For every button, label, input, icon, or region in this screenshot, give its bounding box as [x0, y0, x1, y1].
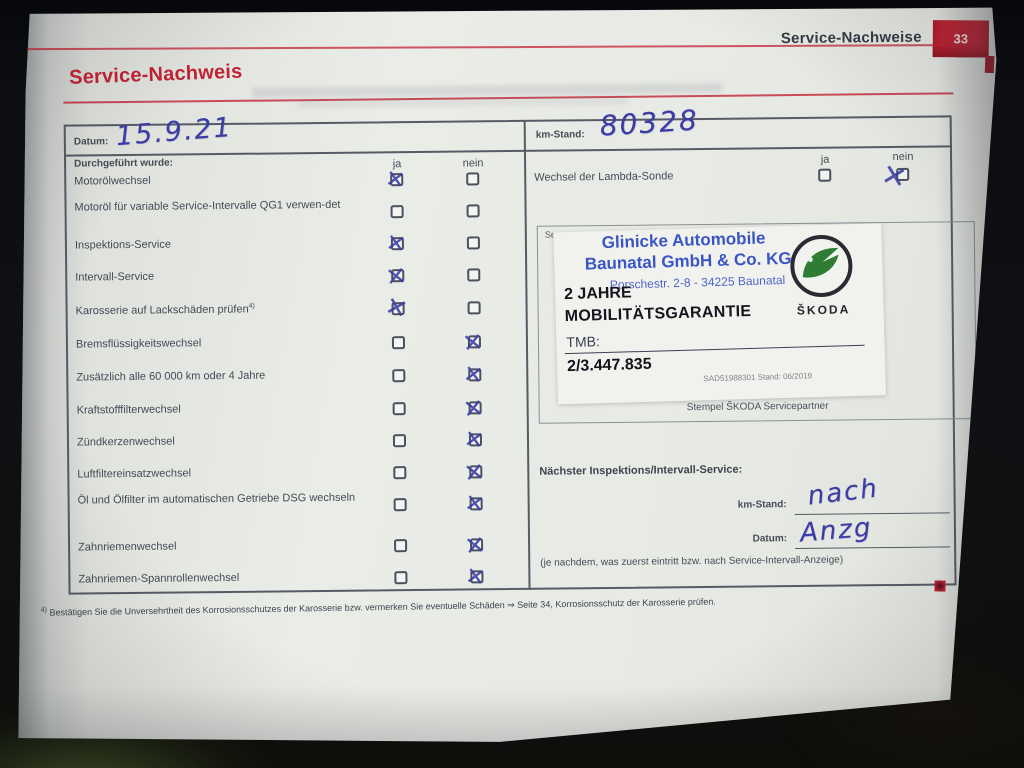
service-item-row: Motoröl für variable Service-Intervalle …	[64, 196, 534, 219]
dealer-address: Porschestr. 2-8 - 34225 Baunatal	[609, 272, 786, 292]
tmb-label: TMB:	[566, 333, 601, 351]
km-stand-label: km-Stand:	[535, 129, 585, 141]
checkbox-ja	[392, 369, 406, 383]
footnote: 4) Bestätigen Sie die Unversehrtheit des…	[41, 592, 951, 619]
service-item-row: Karosserie auf Lackschäden prüfen4)	[66, 299, 536, 317]
service-item-label: Motorölwechsel	[74, 174, 151, 188]
tmb-underline	[564, 344, 865, 355]
checkbox-ja	[392, 402, 406, 416]
service-item-row: Zusätzlich alle 60 000 km oder 4 Jahre	[66, 366, 536, 384]
page-spine-shadow	[18, 7, 90, 742]
checkbox-nein	[467, 268, 481, 282]
checkbox-ja	[393, 498, 407, 512]
checkbox-ja	[391, 336, 406, 350]
service-item-label: Karosserie auf Lackschäden prüfen4)	[76, 301, 368, 320]
checkbox-nein	[469, 465, 483, 479]
handwritten-x-mark	[463, 529, 496, 562]
footnote-marker: 4)	[248, 302, 255, 310]
next-service-datum-label: Datum:	[752, 533, 788, 545]
handwritten-x-mark	[383, 164, 415, 196]
form-code: SAD51988301 Stand: 06/2019	[703, 371, 813, 384]
next-service-km-label: km-Stand:	[737, 499, 787, 511]
handwritten-x-mark	[461, 359, 493, 391]
checkbox-ja	[392, 434, 407, 448]
service-item-label: Motoröl für variable Service-Intervalle …	[74, 198, 341, 214]
next-service-datum-handwritten: Anzg	[798, 512, 874, 549]
checkbox-ja	[391, 302, 405, 316]
footnote-marker: 4)	[40, 606, 48, 614]
next-service-title: Nächster Inspektions/Intervall-Service:	[539, 463, 743, 478]
handwritten-x-mark	[382, 290, 420, 328]
service-item-label: Kraftstofffilterwechsel	[76, 403, 181, 417]
handwritten-x-mark	[463, 488, 495, 520]
handwritten-x-mark	[461, 392, 494, 425]
checkbox-nein	[466, 204, 480, 218]
km-stand-handwritten-value: 80328	[598, 103, 700, 143]
warranty-line2: MOBILITÄTSGARANTIE	[564, 302, 752, 326]
checkbox-ja	[394, 571, 408, 585]
handwritten-x-mark	[462, 424, 494, 456]
service-item-label: Luftfiltereinsatzwechsel	[77, 467, 192, 481]
service-item-row: Zahnriemen-Spannrollenwechsel	[68, 568, 538, 586]
checkbox-nein	[468, 368, 482, 382]
skoda-wordmark: ŠKODA	[796, 302, 851, 318]
checkbox-ja	[390, 205, 404, 219]
checkbox-nein	[468, 401, 482, 415]
handwritten-x-mark	[384, 260, 417, 293]
skoda-logo-icon	[789, 234, 854, 298]
service-item-row: Motorölwechsel	[64, 170, 534, 188]
service-item-label: Bremsflüssigkeitswechsel	[75, 337, 202, 351]
checkbox-nein	[466, 236, 480, 250]
checkbox-ja	[391, 269, 405, 283]
handwritten-x-mark	[461, 326, 494, 359]
service-item-label: Zusätzlich alle 60 000 km oder 4 Jahre	[76, 369, 266, 384]
service-item-label: Zahnriemen-Spannrollenwechsel	[78, 571, 240, 586]
header-rule	[26, 44, 972, 51]
service-item-label: Intervall-Service	[75, 270, 155, 284]
checkbox-ja	[390, 237, 404, 251]
checkbox-ja	[394, 539, 408, 553]
checkbox-ja	[393, 466, 407, 480]
service-item-row: Inspektions-Service	[65, 234, 535, 252]
checkbox-nein	[467, 335, 482, 349]
service-item-row: Kraftstofffilterwechsel	[67, 399, 537, 417]
warranty-line1: 2 JAHRE	[563, 284, 632, 304]
page-title: Service-Nachweis	[68, 60, 243, 89]
service-item-row: Luftfiltereinsatzwechsel	[67, 463, 537, 481]
service-item-label-text: Karosserie auf Lackschäden prüfen	[75, 303, 249, 318]
checkbox-ja	[390, 173, 404, 187]
service-item-label: Öl und Ölfilter im automatischen Getrieb…	[77, 491, 356, 507]
dealer-stamp-sticker: Glinicke Automobile Baunatal GmbH & Co. …	[553, 223, 887, 405]
checkbox-nein	[896, 167, 910, 181]
column-header-ja: ja	[820, 153, 830, 166]
checkbox-ja	[818, 168, 832, 182]
checkbox-nein	[468, 433, 483, 447]
checkbox-nein	[470, 570, 484, 584]
checkbox-nein	[467, 301, 481, 315]
footnote-text: Bestätigen Sie die Unversehrtheit des Ko…	[49, 596, 716, 618]
service-item-row: Zündkerzenwechsel	[67, 431, 537, 449]
checkbox-nein	[469, 497, 483, 511]
service-item-row: Öl und Ölfilter im automatischen Getrieb…	[68, 489, 538, 512]
handwritten-x-mark	[464, 561, 496, 593]
service-item-row: Zahnriemenwechsel	[68, 536, 538, 554]
handwritten-x-mark	[384, 228, 416, 260]
service-item-label: Zündkerzenwechsel	[76, 435, 175, 449]
service-item-label: Inspektions-Service	[74, 238, 171, 252]
checklist: Motorölwechsel Motoröl für variable Serv…	[64, 120, 539, 595]
service-item-row: Intervall-Service	[65, 266, 535, 284]
column-header-nein: nein	[892, 150, 914, 164]
service-item-label: Zahnriemenwechsel	[78, 540, 177, 554]
checkbox-nein	[470, 538, 484, 552]
service-item-row: Bremsflüssigkeitswechsel	[66, 333, 536, 351]
checkbox-nein	[466, 172, 480, 186]
tmb-value: 2/3.447.835	[566, 355, 652, 376]
handwritten-x-mark	[462, 456, 495, 489]
